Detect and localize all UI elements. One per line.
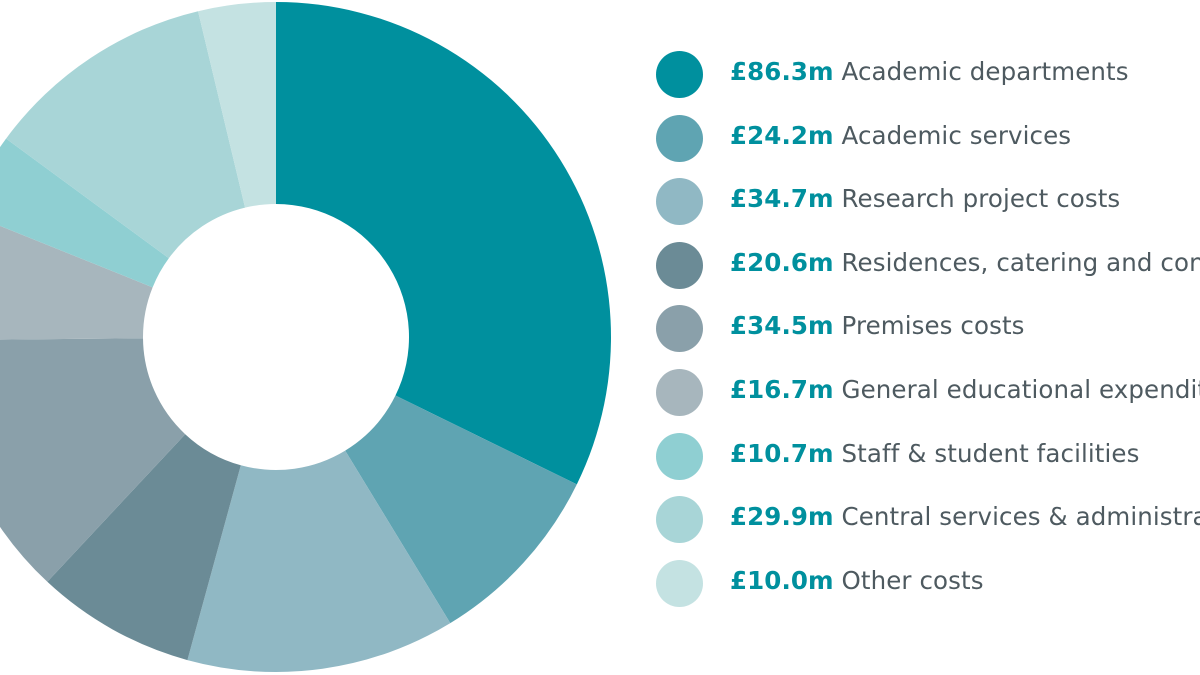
donut-slice xyxy=(6,11,246,259)
legend-item: £10.7m Staff & student facilities xyxy=(656,430,1200,494)
legend-category: Academic departments xyxy=(833,57,1129,86)
legend-label: £10.7m Staff & student facilities xyxy=(730,439,1139,469)
legend-label: £24.2m Academic services xyxy=(730,121,1071,151)
legend-swatch xyxy=(656,51,703,98)
donut-slice xyxy=(47,434,241,661)
legend-item: £86.3m Academic departments xyxy=(656,48,1200,112)
legend-item: £10.0m Other costs xyxy=(656,557,1200,621)
legend-label: £86.3m Academic departments xyxy=(730,57,1129,87)
legend-item: £34.7m Research project costs xyxy=(656,175,1200,239)
legend-category: General educational expenditure xyxy=(841,374,1200,404)
legend-swatch xyxy=(656,178,703,226)
legend-label: £20.6m Residences, catering and conferen… xyxy=(730,248,1200,278)
legend-category: Premises costs xyxy=(833,311,1025,341)
legend-value: £34.5m xyxy=(730,311,834,341)
legend-swatch xyxy=(656,114,703,162)
legend-value: £20.6m xyxy=(730,247,834,277)
legend-item: £20.6m Residences, catering and conferen… xyxy=(656,239,1200,303)
legend-value: £24.2m xyxy=(730,120,834,150)
legend-category: Academic services xyxy=(833,120,1072,150)
legend-swatch xyxy=(656,305,703,353)
donut-slice xyxy=(0,225,153,340)
legend-category: Residences, catering and conferences xyxy=(841,247,1200,277)
legend-swatch xyxy=(656,432,703,480)
legend-swatch xyxy=(656,559,703,607)
legend-value: £10.7m xyxy=(730,438,834,468)
legend-category: Staff & student facilities xyxy=(833,438,1140,468)
legend-label: £29.9m Central services & administration xyxy=(730,502,1200,532)
legend-category: Central services & administration xyxy=(841,502,1200,532)
legend-category: Research project costs xyxy=(833,184,1121,214)
donut-slice xyxy=(345,395,577,624)
legend-value: £16.7m xyxy=(730,374,834,404)
donut-slice xyxy=(276,2,611,485)
donut-slice xyxy=(0,138,169,288)
legend-item: £34.5m Premises costs xyxy=(656,302,1200,366)
legend-label: £10.0m Other costs xyxy=(730,566,984,596)
legend: £86.3m Academic departments £24.2m Academ… xyxy=(656,48,1200,620)
legend-item: £29.9m Central services & administration xyxy=(656,493,1200,557)
legend-label: £34.7m Research project costs xyxy=(730,184,1120,214)
legend-value: £34.7m xyxy=(730,184,834,214)
donut-slice xyxy=(187,450,451,673)
legend-value: £10.0m xyxy=(730,565,834,595)
legend-label: £34.5m Premises costs xyxy=(730,311,1025,341)
legend-swatch xyxy=(656,368,703,416)
legend-item: £16.7m General educational expenditure xyxy=(656,366,1200,430)
legend-swatch xyxy=(656,496,703,544)
legend-value: £86.3m xyxy=(730,57,834,86)
legend-label: £16.7m General educational expenditure xyxy=(730,375,1200,405)
legend-item: £24.2m Academic services xyxy=(656,112,1200,176)
donut-slice xyxy=(198,2,276,208)
legend-category: Other costs xyxy=(833,565,984,595)
donut-slice xyxy=(0,338,186,582)
legend-value: £29.9m xyxy=(730,502,834,532)
legend-swatch xyxy=(656,241,703,289)
